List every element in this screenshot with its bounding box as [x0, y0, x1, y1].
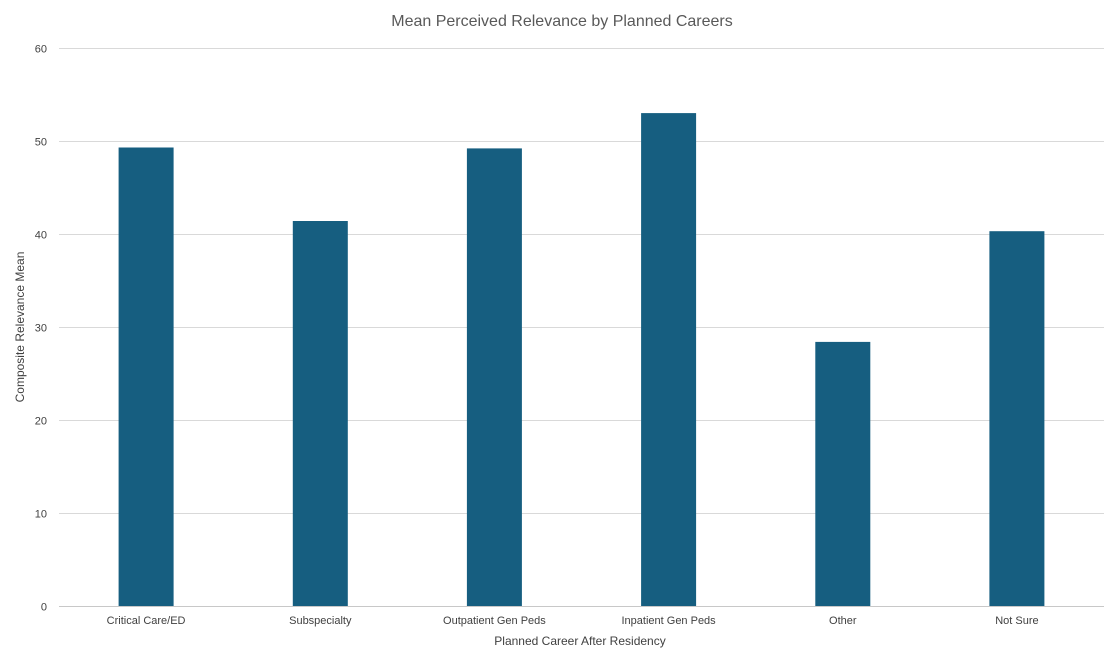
- y-tick-label: 10: [35, 509, 47, 521]
- x-axis-ticks: Critical Care/ED Subspecialty Outpatient G…: [107, 615, 1039, 627]
- y-tick-label: 50: [35, 137, 47, 149]
- x-tick-label: Other: [829, 615, 857, 627]
- bars: [118, 113, 1045, 606]
- y-tick-label: 40: [35, 230, 47, 242]
- bar-critical-care-ed: [118, 147, 174, 606]
- x-tick-label: Subspecialty: [289, 615, 352, 627]
- bar-other: [815, 341, 871, 606]
- y-tick-label: 30: [35, 323, 47, 335]
- bar-inpatient-gen-peds: [641, 113, 697, 606]
- x-tick-label: Outpatient Gen Peds: [443, 615, 546, 627]
- x-tick-label: Not Sure: [995, 615, 1038, 627]
- x-tick-label: Critical Care/ED: [107, 615, 186, 627]
- x-tick-label: Inpatient Gen Peds: [622, 615, 717, 627]
- y-tick-label: 60: [35, 44, 47, 56]
- x-axis-title: Planned Career After Residency: [494, 634, 665, 648]
- y-tick-label: 20: [35, 416, 47, 428]
- y-tick-label: 0: [41, 602, 47, 614]
- gridlines: [59, 48, 1104, 607]
- bar-not-sure: [989, 231, 1045, 606]
- y-axis-ticks: 0 10 20 30 40 50 60: [35, 44, 47, 614]
- y-axis-title: Composite Relevance Mean: [13, 252, 27, 403]
- bar-outpatient-gen-peds: [466, 148, 522, 606]
- chart-title: Mean Perceived Relevance by Planned Care…: [391, 13, 733, 30]
- bar-subspecialty: [292, 221, 348, 606]
